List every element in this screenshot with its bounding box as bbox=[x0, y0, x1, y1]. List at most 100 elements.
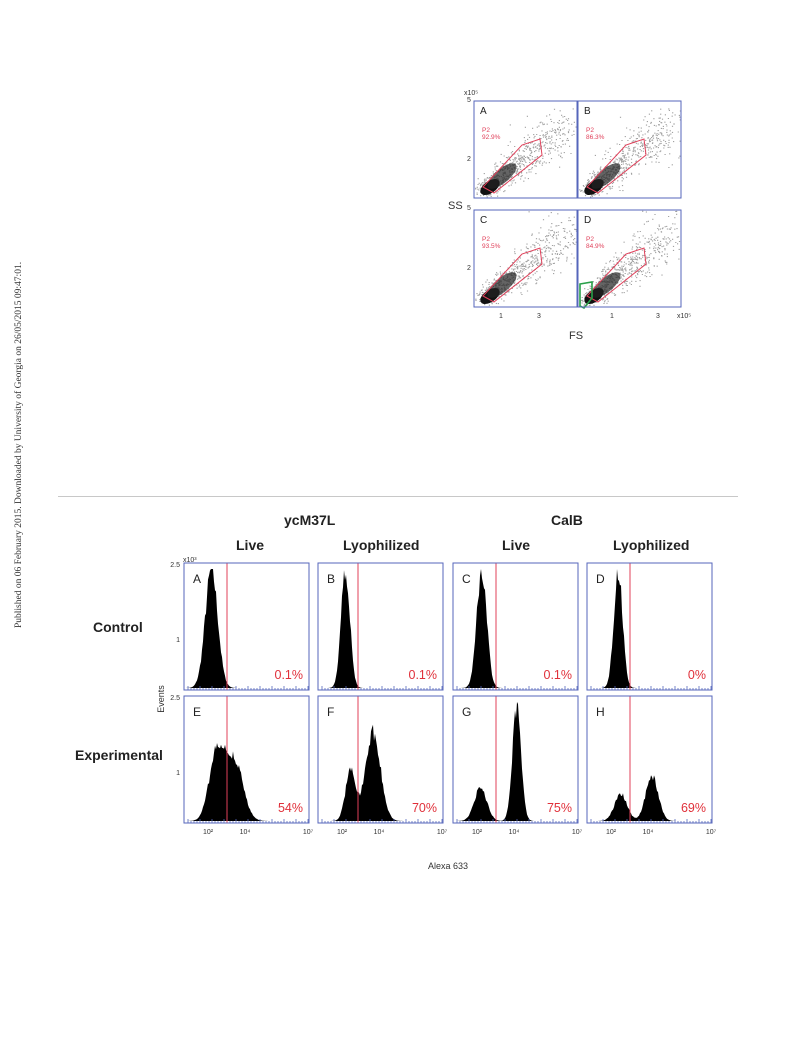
histogram-panel-letter: H bbox=[596, 705, 605, 719]
histogram-panel-frame bbox=[586, 695, 713, 824]
histogram-panel-frame bbox=[317, 695, 444, 824]
x-tick-label: 10² bbox=[472, 829, 483, 836]
download-margin-note: Published on 06 February 2015. Downloade… bbox=[14, 150, 28, 630]
scatter-panel-frame bbox=[577, 100, 682, 199]
column-header-3: Live bbox=[502, 537, 531, 553]
scatter-panel-letter: B bbox=[584, 106, 591, 117]
y-tick-label: 2.5 bbox=[170, 562, 180, 569]
histogram-panel-e: E 54% 2.5 1 10² 10⁴ 10⁷ bbox=[170, 695, 313, 836]
histogram-distribution bbox=[587, 569, 712, 688]
scatter-dense-band bbox=[591, 163, 621, 189]
histogram-panel-frame bbox=[317, 562, 444, 691]
histogram-distribution bbox=[587, 775, 712, 821]
x-tick-label: 10² bbox=[606, 829, 617, 836]
gate-p2-polygon bbox=[586, 138, 647, 194]
x-tick-label: 10⁴ bbox=[643, 829, 654, 836]
gate-name-label: P2 bbox=[482, 127, 490, 134]
gate-percent-label: 92.9% bbox=[482, 134, 501, 141]
histogram-panel-frame bbox=[452, 562, 579, 691]
histogram-panel-letter: A bbox=[193, 572, 201, 586]
scatter-cloud bbox=[475, 211, 578, 306]
gate-name-label: P2 bbox=[482, 236, 490, 243]
histogram-distribution bbox=[318, 570, 443, 688]
histogram-panel-d: D 0% bbox=[586, 562, 713, 691]
section-divider bbox=[58, 496, 738, 497]
column-header-1: Live bbox=[236, 537, 265, 553]
scatter-dense-core bbox=[584, 288, 604, 304]
histogram-panel-frame bbox=[586, 562, 713, 691]
scatter-dense-band bbox=[591, 272, 621, 298]
gate-percent-label: 84.9% bbox=[586, 243, 605, 250]
column-header-4: Lyophilized bbox=[613, 537, 690, 553]
margin-note-text: Published on 06 February 2015. Downloade… bbox=[14, 261, 24, 628]
group-header-ycm37l: ycM37L bbox=[284, 512, 336, 528]
scatter-dense-core bbox=[584, 179, 604, 195]
scatter-y-axis-label: SS bbox=[448, 200, 463, 212]
histogram-panel-letter: E bbox=[193, 705, 201, 719]
positive-percent-label: 69% bbox=[681, 801, 706, 815]
gate-p2-polygon bbox=[482, 138, 543, 194]
histogram-panel-f: F 70% 10² 10⁴ 10⁷ bbox=[317, 695, 448, 836]
y-tick-label: 2.5 bbox=[170, 695, 180, 702]
histogram-panel-letter: F bbox=[327, 705, 334, 719]
scatter-y-tick-5-bottom: 5 bbox=[467, 205, 471, 212]
scatter-x-tick-1-left: 1 bbox=[499, 313, 503, 320]
histogram-panel-a: A 0.1% 2.5 1 bbox=[170, 562, 310, 691]
histogram-panel-frame bbox=[452, 695, 579, 824]
x-tick-label: 10⁷ bbox=[437, 829, 448, 836]
x-axis-ticks bbox=[321, 686, 443, 690]
column-header-2: Lyophilized bbox=[343, 537, 420, 553]
x-axis-ticks bbox=[187, 686, 309, 690]
gate-percent-label: 93.5% bbox=[482, 243, 501, 250]
scatter-panel-letter: A bbox=[480, 106, 487, 117]
scatter-x-tick-3-left: 3 bbox=[537, 313, 541, 320]
histogram-panel-frame bbox=[183, 562, 310, 691]
scatter-cloud bbox=[579, 210, 681, 307]
hist-y-axis-label: Events bbox=[156, 685, 166, 713]
scatter-x-exponent: x10⁵ bbox=[677, 313, 692, 320]
x-tick-label: 10² bbox=[203, 829, 214, 836]
x-axis-ticks bbox=[187, 819, 309, 823]
positive-percent-label: 70% bbox=[412, 801, 437, 815]
scatter-panel-letter: D bbox=[584, 215, 591, 226]
scatter-x-axis-label: FS bbox=[569, 330, 584, 342]
hist-y-exponent: x10³ bbox=[183, 557, 197, 564]
histogram-panel-letter: B bbox=[327, 572, 335, 586]
y-tick-label: 1 bbox=[176, 637, 180, 644]
x-tick-label: 10⁷ bbox=[572, 829, 583, 836]
x-tick-label: 10⁴ bbox=[509, 829, 520, 836]
scatter-panel-letter: C bbox=[480, 215, 487, 226]
scatter-x-tick-1-right: 1 bbox=[610, 313, 614, 320]
histogram-panel-letter: G bbox=[462, 705, 471, 719]
histogram-distribution bbox=[318, 724, 443, 821]
x-tick-label: 10⁷ bbox=[706, 829, 717, 836]
scatter-panel-frame bbox=[577, 209, 682, 308]
histogram-panel-letter: D bbox=[596, 572, 605, 586]
hist-x-axis-label: Alexa 633 bbox=[428, 861, 469, 871]
scatter-dense-core bbox=[480, 179, 500, 195]
positive-percent-label: 0.1% bbox=[409, 668, 438, 682]
scatter-y-exponent: x10⁵ bbox=[464, 90, 479, 97]
positive-percent-label: 0% bbox=[688, 668, 706, 682]
histogram-distribution bbox=[184, 743, 309, 821]
x-tick-label: 10⁷ bbox=[303, 829, 314, 836]
x-tick-label: 10⁴ bbox=[240, 829, 251, 836]
x-axis-ticks bbox=[456, 819, 578, 823]
scatter-dense-band bbox=[487, 163, 517, 189]
gate-p2-polygon bbox=[586, 247, 647, 303]
gate-name-label: P2 bbox=[586, 127, 594, 134]
x-axis-ticks bbox=[321, 819, 443, 823]
gate-p2-polygon bbox=[482, 247, 543, 303]
row-header-control: Control bbox=[93, 619, 143, 635]
group-header-calb: CalB bbox=[551, 512, 583, 528]
scatter-y-tick-2-bottom: 2 bbox=[467, 265, 471, 272]
row-header-experimental: Experimental bbox=[75, 747, 163, 763]
histogram-panel-b: B 0.1% bbox=[317, 562, 444, 691]
x-axis-ticks bbox=[456, 686, 578, 690]
histogram-distribution bbox=[453, 569, 578, 688]
